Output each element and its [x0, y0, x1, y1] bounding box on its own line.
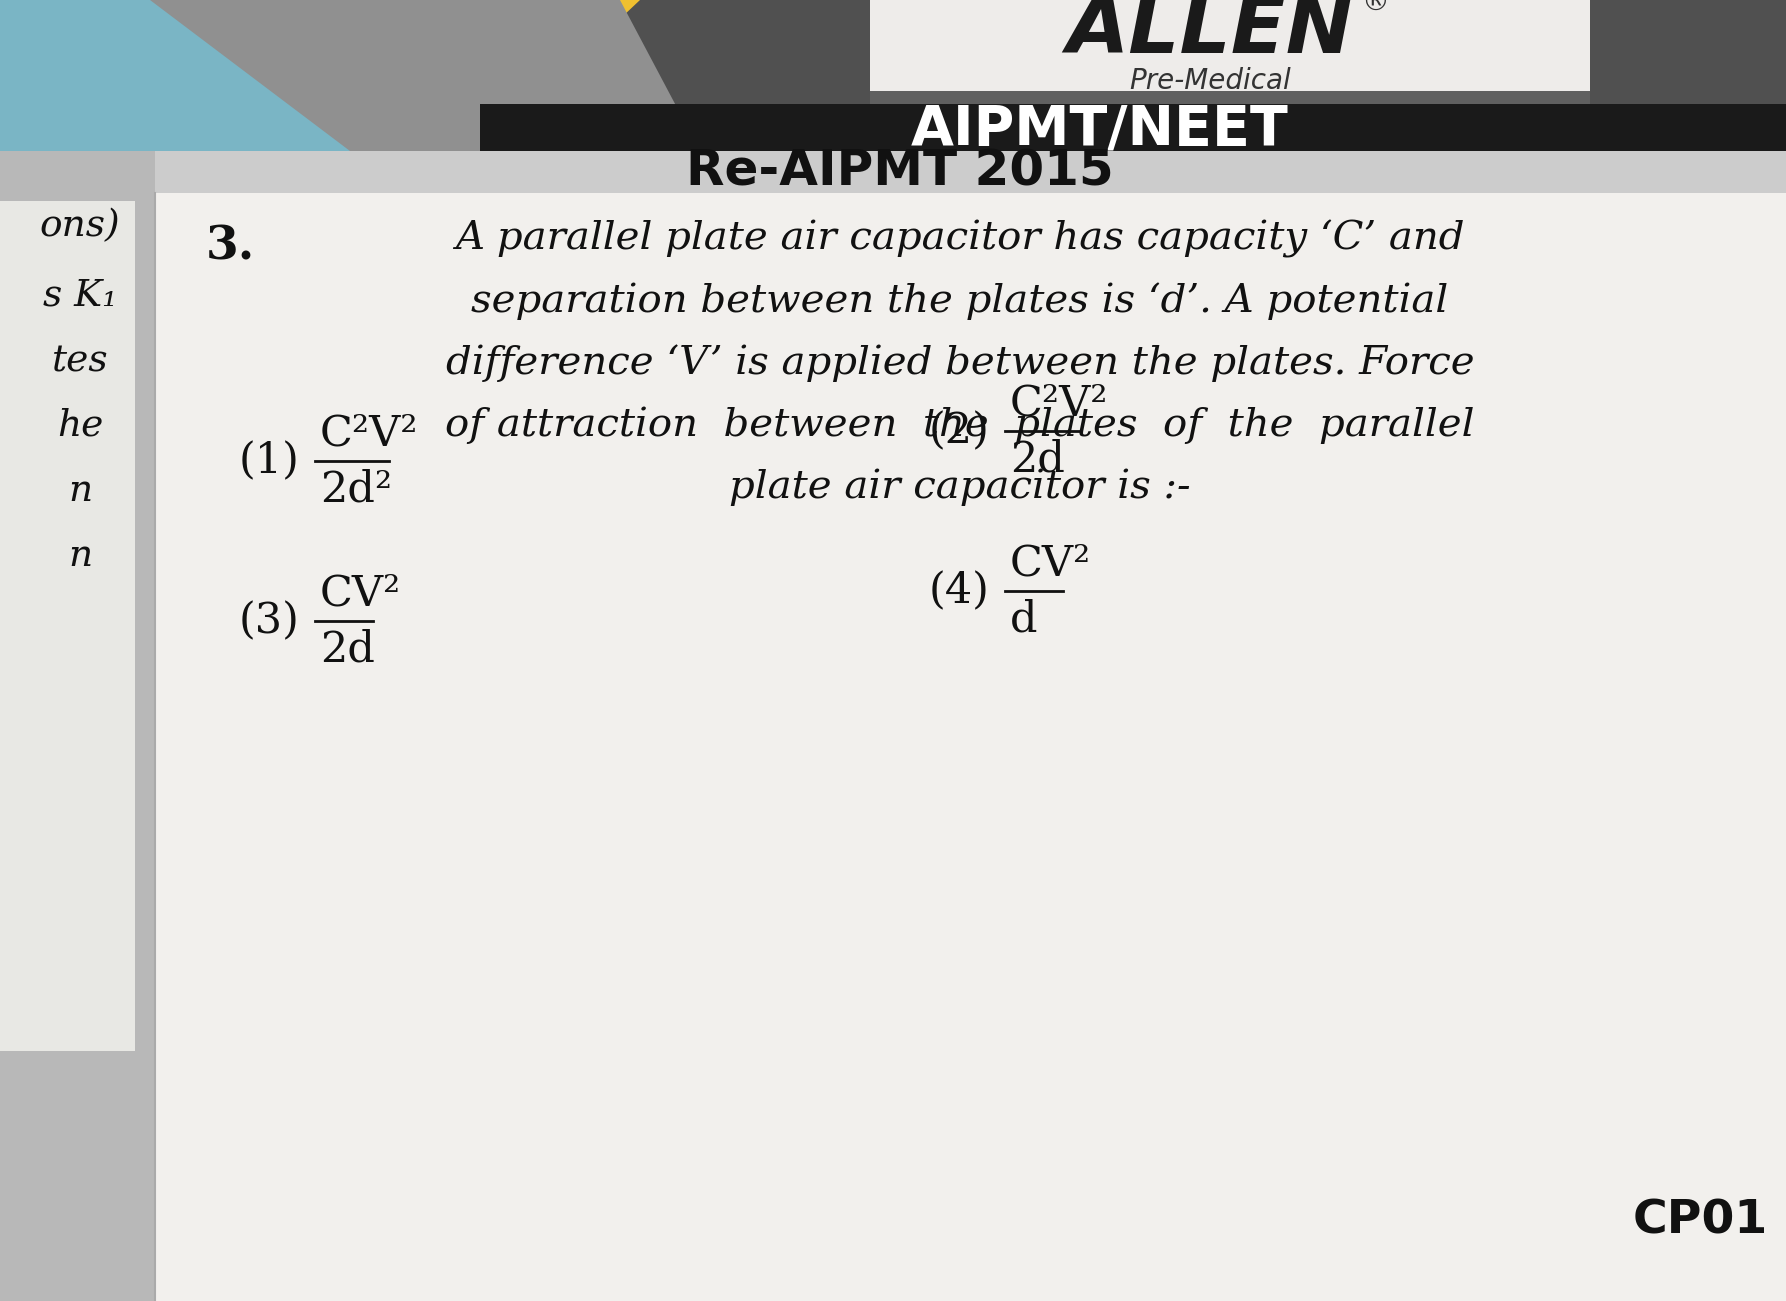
Text: ALLEN: ALLEN: [1066, 0, 1354, 70]
Polygon shape: [0, 200, 136, 1051]
Text: d: d: [1011, 598, 1038, 640]
Text: separation between the plates is ‘d’. A potential: separation between the plates is ‘d’. A …: [472, 282, 1448, 320]
Text: Re-AIPMT 2015: Re-AIPMT 2015: [686, 148, 1114, 196]
Polygon shape: [150, 0, 1786, 1301]
Text: he: he: [57, 409, 104, 444]
Polygon shape: [150, 0, 700, 151]
Polygon shape: [0, 0, 1786, 151]
Text: C²V²: C²V²: [320, 412, 418, 454]
Text: 2d²: 2d²: [320, 468, 393, 510]
Text: CV²: CV²: [320, 572, 402, 614]
Text: (3): (3): [239, 600, 300, 641]
Text: (1): (1): [239, 440, 300, 481]
Text: 2d: 2d: [1011, 438, 1064, 480]
Polygon shape: [620, 0, 720, 81]
Polygon shape: [480, 104, 1786, 151]
Text: AIPMT/NEET: AIPMT/NEET: [911, 101, 1289, 156]
Polygon shape: [870, 0, 1590, 111]
Text: (2): (2): [929, 410, 989, 451]
Text: C²V²: C²V²: [1011, 382, 1109, 424]
Text: A parallel plate air capacitor has capacity ‘C’ and: A parallel plate air capacitor has capac…: [455, 220, 1465, 258]
Text: s K₁: s K₁: [43, 278, 118, 314]
Text: n: n: [68, 539, 93, 574]
Polygon shape: [870, 91, 1590, 104]
Text: of attraction  between  the  plates  of  the  parallel: of attraction between the plates of the …: [445, 406, 1475, 444]
Text: 2d: 2d: [320, 628, 375, 670]
Polygon shape: [155, 151, 1786, 193]
Text: ®: ®: [1361, 0, 1390, 17]
Text: Pre-Medical: Pre-Medical: [1129, 66, 1291, 95]
Text: (4): (4): [929, 570, 989, 611]
Polygon shape: [480, 0, 1786, 151]
Text: 3.: 3.: [205, 222, 255, 269]
Text: CV²: CV²: [1011, 543, 1091, 584]
Text: n: n: [68, 474, 93, 509]
Text: tes: tes: [52, 343, 109, 379]
Polygon shape: [0, 0, 155, 1301]
Text: difference ‘V’ is applied between the plates. Force: difference ‘V’ is applied between the pl…: [446, 345, 1473, 382]
Text: plate air capacitor is :-: plate air capacitor is :-: [729, 468, 1191, 506]
Text: CP01: CP01: [1632, 1198, 1768, 1244]
Text: ons): ons): [39, 208, 120, 245]
